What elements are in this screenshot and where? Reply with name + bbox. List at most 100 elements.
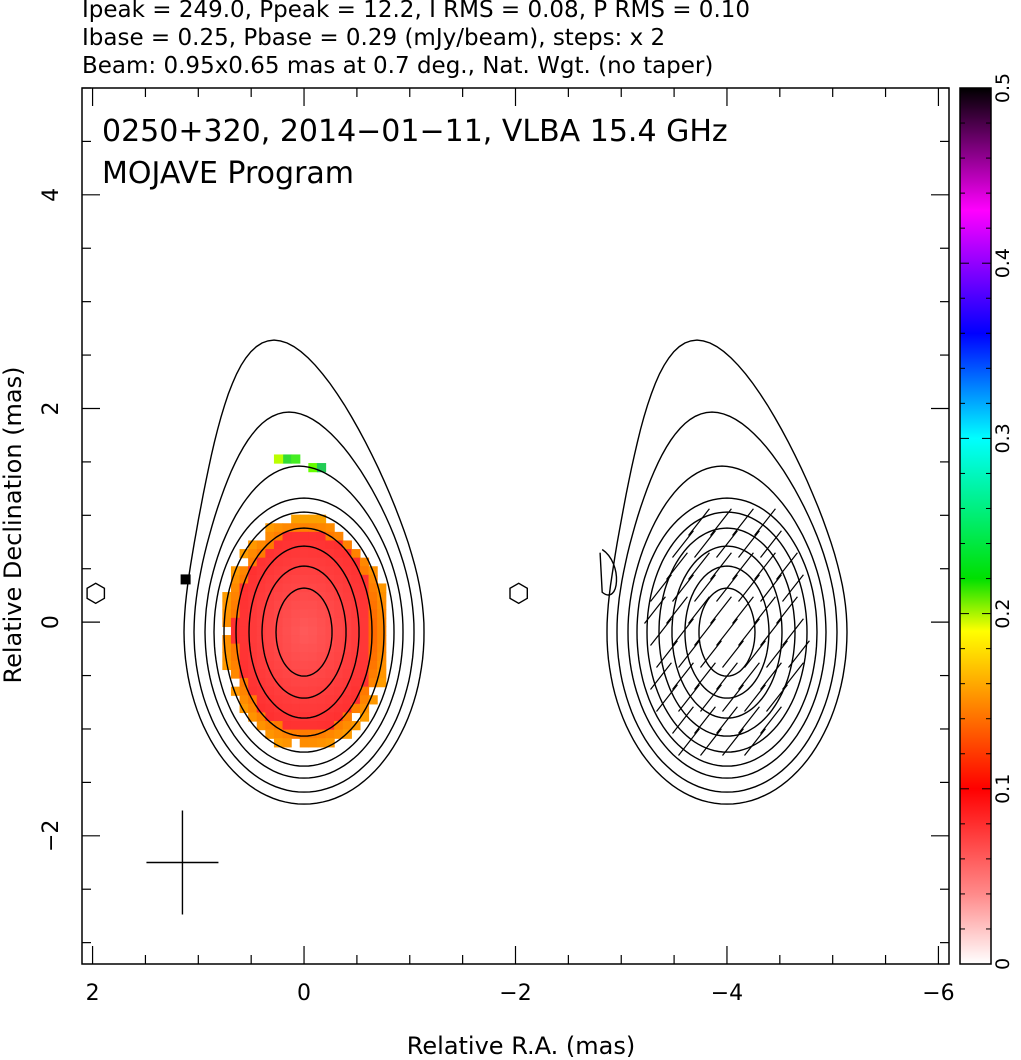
pol-pixel [256, 540, 266, 550]
pol-pixel [265, 566, 275, 576]
pol-pixel [299, 514, 309, 524]
pol-pixel [248, 557, 258, 567]
pol-pixel [342, 660, 352, 671]
pol-pixel [230, 660, 241, 671]
axis-ticks: 2 0 −2 −4 −6 −2 0 2 4 [39, 87, 955, 1006]
pol-pixel [273, 557, 284, 567]
pol-pixel [239, 635, 249, 645]
pol-pixel [325, 738, 335, 748]
pol-pixel [308, 540, 318, 550]
pol-pixel [273, 678, 284, 688]
polarization-pixels [222, 454, 387, 748]
pol-pixel [265, 703, 275, 714]
pol-pixel [239, 686, 249, 696]
evpa-vector [788, 640, 810, 668]
evpa-vector [710, 552, 732, 580]
pol-pixel [248, 669, 258, 679]
colorbar-tick-label: 0.5 [992, 73, 1014, 103]
pol-pixel [308, 557, 318, 567]
pol-pixel [308, 695, 318, 705]
evpa-vector [738, 574, 760, 602]
evpa-vector [754, 552, 776, 580]
pol-pixel [334, 635, 344, 645]
pol-pixel [299, 712, 309, 722]
pol-pixel [359, 566, 370, 576]
pol-pixel [368, 660, 378, 671]
pol-pixel [239, 583, 249, 593]
pol-pixel [342, 695, 352, 705]
pol-pixel [239, 617, 249, 628]
evpa-vector [650, 618, 672, 646]
pol-pixel [265, 652, 275, 662]
pol-pixel [342, 643, 352, 653]
pol-pixel [316, 669, 327, 679]
pol-pixel [291, 531, 301, 542]
pol-pixel [308, 626, 318, 636]
pol-pixel [273, 686, 284, 696]
pol-pixel [291, 652, 301, 662]
pol-pixel [351, 557, 361, 567]
pol-pixel [273, 721, 284, 731]
pol-pixel [377, 617, 387, 628]
pol-pixel [316, 738, 327, 748]
pol-pixel [273, 626, 284, 636]
pol-pixel [342, 652, 352, 662]
intensity-contour [193, 411, 415, 793]
pol-pixel [351, 660, 361, 671]
pol-pixel [334, 549, 344, 559]
intensity-contour [671, 545, 783, 719]
pol-pixel [334, 643, 344, 653]
evpa-vector [694, 530, 716, 558]
pol-pixel [239, 626, 249, 636]
pol-pixel [316, 540, 327, 550]
evpa-vector [688, 508, 710, 536]
pol-pixel [325, 729, 335, 739]
intensity-contour [248, 545, 360, 719]
pol-pixel [265, 643, 275, 653]
x-tick-label: −4 [711, 981, 743, 1006]
pol-pixel [248, 592, 258, 602]
pol-pixel [299, 660, 309, 671]
pol-pixel [265, 549, 275, 559]
evpa-vector [782, 618, 804, 646]
pol-pixel [248, 643, 258, 653]
pol-pixel [282, 635, 292, 645]
pol-pixel [377, 635, 387, 645]
evpa-vector [700, 728, 722, 756]
pol-pixel [282, 617, 292, 628]
pol-pixel [256, 669, 266, 679]
pol-pixel [334, 686, 344, 696]
pol-pixel [256, 660, 266, 671]
pol-pixel [291, 729, 301, 739]
pol-pixel [256, 643, 266, 653]
pol-pixel [342, 600, 352, 610]
header-line-2: Ibase = 0.25, Pbase = 0.29 (mJy/beam), s… [82, 25, 665, 51]
evpa-vector [688, 552, 710, 580]
pol-pixel [325, 583, 335, 593]
pol-pixel [359, 609, 370, 619]
pol-pixel [334, 678, 344, 688]
pol-pixel [273, 712, 284, 722]
pol-pixel [265, 523, 275, 533]
pol-pixel [334, 574, 344, 585]
pol-pixel [316, 574, 327, 585]
intensity-contour [627, 465, 827, 779]
noise-contour-marker [509, 582, 528, 605]
pol-pixel [291, 557, 301, 567]
pol-pixel [299, 643, 309, 653]
pol-pixel [256, 557, 266, 567]
pol-pixel [265, 686, 275, 696]
evpa-vector [710, 508, 732, 536]
pol-pixel [368, 695, 378, 705]
pol-pixel [291, 514, 301, 524]
pol-pixel [265, 557, 275, 567]
pol-pixel [342, 686, 352, 696]
pol-pixel [308, 531, 318, 542]
pol-pixel [265, 626, 275, 636]
evpa-vector [700, 640, 722, 668]
intensity-contour [684, 565, 770, 699]
pol-pixel [368, 617, 378, 628]
y-tick-label: 0 [39, 615, 64, 629]
pol-pixel [239, 592, 249, 602]
intensity-contour [204, 465, 404, 779]
